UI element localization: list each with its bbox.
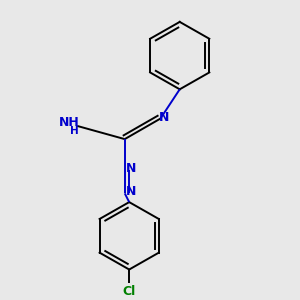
Text: N: N bbox=[126, 185, 136, 198]
Text: NH: NH bbox=[59, 116, 80, 129]
Text: N: N bbox=[159, 111, 169, 124]
Text: N: N bbox=[126, 162, 136, 175]
Text: H: H bbox=[70, 126, 79, 136]
Text: Cl: Cl bbox=[123, 285, 136, 298]
